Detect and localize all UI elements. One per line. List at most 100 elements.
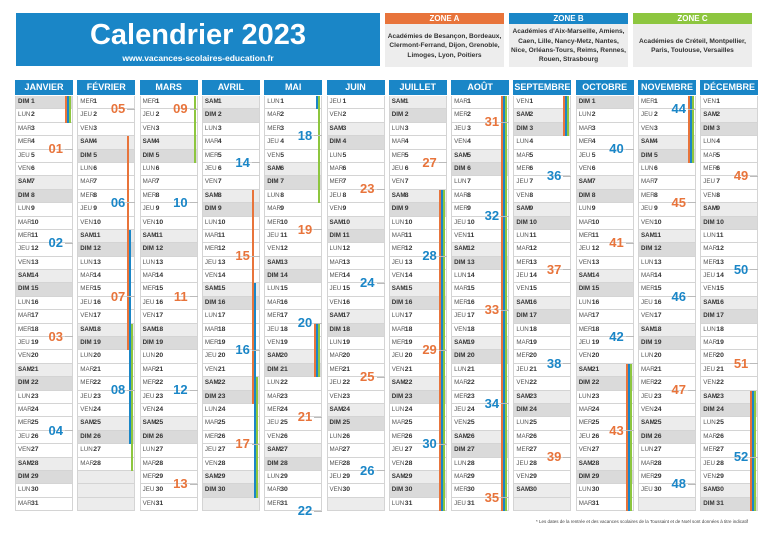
month-header: AOÛT xyxy=(451,80,510,95)
weekday-label: LUN xyxy=(641,258,654,266)
weekday-label: DIM xyxy=(267,459,279,467)
day-number: 15 xyxy=(716,285,724,293)
weekday-label: VEN xyxy=(641,218,654,226)
day-number: 16 xyxy=(342,298,351,306)
day-number: 23 xyxy=(529,392,537,400)
day-cell: JEU12 xyxy=(575,243,634,257)
weekday-label: DIM xyxy=(578,379,591,387)
day-number: 13 xyxy=(529,258,537,266)
day-number: 10 xyxy=(155,218,164,226)
week-number: 42 xyxy=(609,328,635,344)
weekday-label: SAM xyxy=(204,285,219,293)
weekday-label: LUN xyxy=(18,111,31,119)
day-number: 28 xyxy=(93,459,101,467)
weekday-label: LUN xyxy=(267,98,280,105)
weekday-label: MAR xyxy=(703,339,718,347)
day-number: 13 xyxy=(342,258,351,266)
day-number: 12 xyxy=(654,245,662,253)
weekday-label: MER xyxy=(329,365,344,373)
weekday-label: VEN xyxy=(703,379,717,387)
day-cell: MER12 xyxy=(201,243,260,257)
weekday-label: VEN xyxy=(516,379,530,387)
day-cell: SAM8 xyxy=(388,189,447,204)
week-number: 38 xyxy=(546,355,573,371)
day-number: 28 xyxy=(591,459,600,467)
website-url: www.vacances-scolaires-education.fr xyxy=(122,53,274,63)
day-number: 12 xyxy=(155,245,164,253)
day-number: 18 xyxy=(217,325,226,333)
day-number: 3 xyxy=(31,124,35,132)
day-number: 22 xyxy=(591,379,600,387)
day-number: 14 xyxy=(155,272,164,280)
day-number: 17 xyxy=(404,312,413,320)
day-cell: JEU27 xyxy=(201,444,260,458)
weekday-label: SAM xyxy=(703,298,718,306)
day-number: 25 xyxy=(31,419,39,427)
day-cell: DIM 31 xyxy=(700,497,759,512)
day-cell: VEN16 xyxy=(326,296,385,311)
day-number: 18 xyxy=(280,325,288,333)
weekday-label: JEU xyxy=(454,405,466,413)
day-cell: JEU28 xyxy=(700,457,759,471)
weekday-label: SAM xyxy=(703,205,718,213)
weekday-label: LUN xyxy=(142,258,155,266)
vacation-bars xyxy=(625,417,632,431)
weekday-label: DIM xyxy=(329,419,341,427)
day-number: 4 xyxy=(591,138,596,146)
day-number: 18 xyxy=(591,325,600,333)
day-number: 14 xyxy=(217,272,226,280)
day-number: 10 xyxy=(591,218,600,226)
day-number: 6 xyxy=(404,164,409,172)
weekday-label: LUN xyxy=(80,258,93,266)
weekday-label: SAM xyxy=(204,472,219,480)
week-number: 40 xyxy=(609,141,635,157)
day-cell: VEN7 xyxy=(201,176,260,190)
weekday-label: SAM xyxy=(267,352,281,360)
day-cell: SAM16 xyxy=(513,296,572,311)
day-number: 24 xyxy=(280,405,288,413)
vacation-bars xyxy=(127,377,134,391)
vacation-bars xyxy=(438,363,445,378)
day-cell: SAM2 xyxy=(700,109,759,123)
day-cell: LUN25 xyxy=(513,417,572,431)
weekday-label: VEN xyxy=(142,312,156,320)
day-number: 30 xyxy=(467,486,475,494)
day-number: 13 xyxy=(591,258,600,266)
weekday-label: LUN xyxy=(18,392,31,400)
day-cell: MER4 xyxy=(15,136,73,150)
day-number: 30 xyxy=(280,486,288,494)
vacation-bars xyxy=(625,430,632,445)
day-number: 15 xyxy=(280,285,288,293)
day-number: 28 xyxy=(280,459,288,467)
vacation-bars xyxy=(625,377,632,391)
weekday-label: MAR xyxy=(329,446,344,454)
weekday-label: JEU xyxy=(578,245,591,253)
empty-day-cell xyxy=(77,497,136,512)
vacation-bars xyxy=(750,430,757,445)
vacation-bars xyxy=(563,122,570,137)
footnote: * Les dates de la rentrée et des vacance… xyxy=(535,519,748,524)
weekday-label: JEU xyxy=(578,339,591,347)
day-number: 30 xyxy=(342,486,351,494)
weekday-label: VEN xyxy=(267,432,280,440)
day-number: 19 xyxy=(217,339,226,347)
day-number: 11 xyxy=(93,231,101,239)
day-cell: LUN5 xyxy=(326,149,385,163)
day-number: 23 xyxy=(404,392,413,400)
weekday-label: VEN xyxy=(578,258,592,266)
day-cell: JEU4 xyxy=(264,136,323,150)
weekday-label: SAM xyxy=(641,325,655,333)
weekday-label: LUN xyxy=(80,352,93,360)
vacation-bars xyxy=(501,470,508,485)
day-cell: DIM 26 xyxy=(638,430,696,445)
weekday-label: MER xyxy=(267,405,281,413)
weekday-label: DIM xyxy=(18,472,30,480)
day-cell: LUN7 xyxy=(451,176,510,190)
vacation-bars xyxy=(65,109,71,123)
day-cell: VEN17 xyxy=(77,310,136,324)
day-cell: MAR7 xyxy=(139,176,198,190)
day-number: 7 xyxy=(654,178,658,186)
day-number: 25 xyxy=(280,419,288,427)
week-number: 06 xyxy=(110,194,137,210)
day-number: 7 xyxy=(467,178,471,186)
